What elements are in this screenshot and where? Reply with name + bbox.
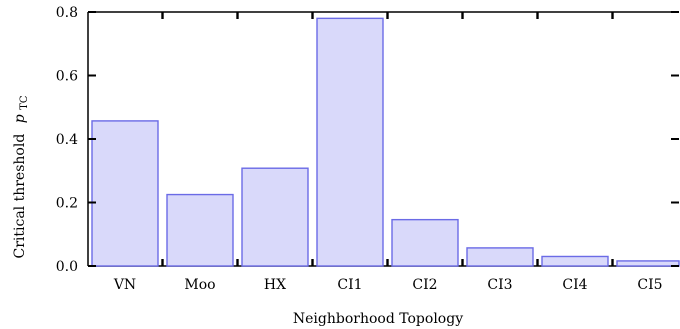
x-tick-label: CI5 xyxy=(637,277,662,293)
x-tick-label: HX xyxy=(264,277,286,293)
x-tick-label: VN xyxy=(113,277,136,293)
x-tick-label: CI4 xyxy=(562,277,587,293)
y-axis-label-subscript: TC xyxy=(19,95,30,110)
bar-hx xyxy=(241,167,309,267)
x-tick-label: CI1 xyxy=(337,277,362,293)
bar-ci3 xyxy=(466,247,534,267)
bar-ci5 xyxy=(616,260,680,267)
x-ticks-group: VN Moo HX CI1 CI2 CI3 CI4 CI5 xyxy=(113,12,663,293)
bars-group xyxy=(91,17,680,267)
bar-vn xyxy=(91,120,159,267)
y-tick-label: 0.8 xyxy=(56,5,78,21)
y-tick-label: 0.4 xyxy=(56,132,78,148)
x-axis-label: Neighborhood Topology xyxy=(293,311,463,327)
bar-ci1 xyxy=(316,17,384,267)
y-tick-label: 0.0 xyxy=(56,259,78,275)
x-tick-label: Moo xyxy=(184,277,215,293)
bar-moo xyxy=(166,193,234,267)
y-axis-label: Critical threshold p TC xyxy=(12,95,30,258)
y-axis-label-text: Critical threshold xyxy=(12,134,28,259)
y-tick-label: 0.2 xyxy=(56,196,78,212)
x-tick-label: CI2 xyxy=(412,277,437,293)
bar-ci2 xyxy=(391,218,459,267)
y-axis-label-group: Critical threshold p TC xyxy=(12,95,30,258)
x-tick-label: CI3 xyxy=(487,277,512,293)
y-tick-label: 0.6 xyxy=(56,69,78,85)
y-ticks-group: 0.0 0.2 0.4 0.6 0.8 xyxy=(56,5,679,275)
bar-ci4 xyxy=(541,255,609,267)
y-axis-label-symbol: p xyxy=(12,114,28,123)
